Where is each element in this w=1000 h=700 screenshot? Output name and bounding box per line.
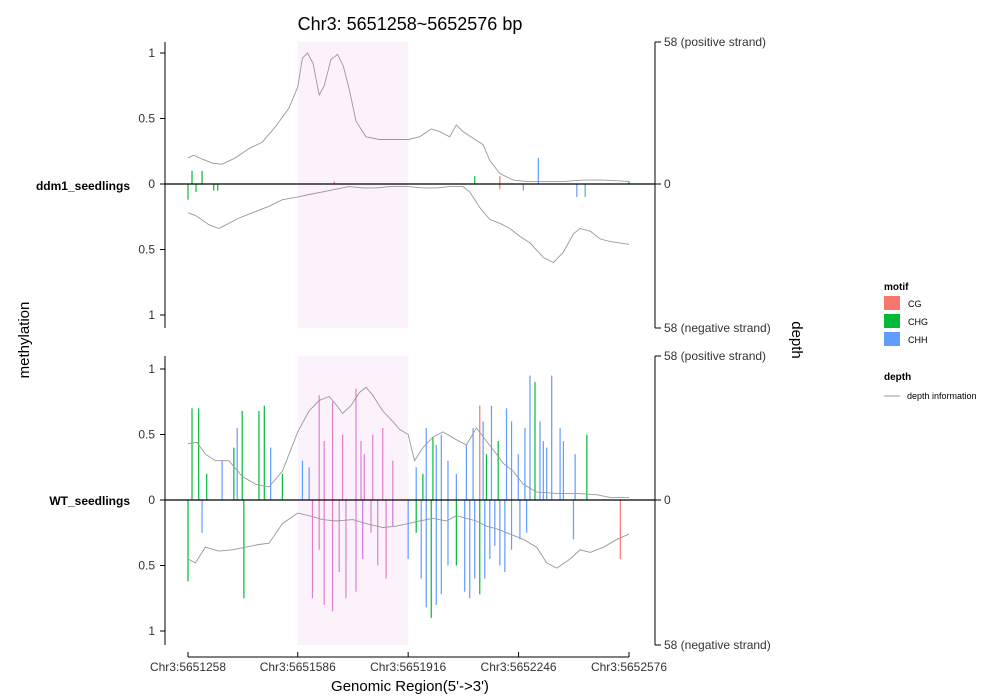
depth-axis-title: depth — [788, 321, 805, 359]
x-axis-title: Genomic Region(5'->3') — [331, 678, 489, 695]
legend-depth-label: depth information — [907, 391, 977, 401]
y-axis-title: methylation — [16, 302, 33, 379]
methylation-tick-label: 0 — [148, 493, 155, 507]
legend-swatch-cg — [884, 296, 900, 310]
methylation-tick-label: 0.5 — [138, 112, 155, 126]
legend-label-chh: CHH — [908, 335, 928, 345]
legend-label-cg: CG — [908, 299, 922, 309]
methylation-tick-label: 0 — [148, 177, 155, 191]
methylation-tick-label: 1 — [148, 46, 155, 60]
x-tick-label: Chr3:5651586 — [260, 660, 336, 674]
legend-swatch-chh — [884, 332, 900, 346]
legend-depth-title: depth — [884, 372, 911, 383]
depth-line-negative — [187, 512, 630, 569]
panel-ddm1_seedlings: 1 0.5 0 0.5 1 58 (positive strand) 0 58 (negati… — [36, 35, 771, 335]
legend-motif-title: motif — [884, 282, 909, 293]
depth-tick-label: 58 (negative strand) — [664, 321, 771, 335]
depth-tick-label: 0 — [664, 493, 671, 507]
depth-line-positive — [187, 386, 629, 498]
methylation-tick-label: 1 — [148, 624, 155, 638]
depth-tick-label: 58 (positive strand) — [664, 349, 766, 363]
depth-line-positive — [187, 52, 630, 182]
highlight-region — [297, 42, 409, 328]
x-tick-label: Chr3:5652246 — [481, 660, 557, 674]
depth-tick-label: 58 (positive strand) — [664, 35, 766, 49]
panel-WT_seedlings: 1 0.5 0 0.5 1 58 (positive strand) 0 58 (negati… — [49, 349, 770, 652]
x-tick-label: Chr3:5651916 — [370, 660, 446, 674]
methylation-tick-label: 1 — [148, 362, 155, 376]
methylation-tick-label: 0.5 — [138, 559, 155, 573]
legend: motif CG CHG CHH depth depth information — [884, 282, 977, 401]
sample-label: ddm1_seedlings — [36, 179, 130, 193]
methylation-tick-label: 0.5 — [138, 243, 155, 257]
depth-tick-label: 58 (negative strand) — [664, 638, 771, 652]
plot-area: 1 0.5 0 0.5 1 58 (positive strand) 0 58 (negati… — [36, 35, 771, 674]
legend-label-chg: CHG — [908, 317, 928, 327]
x-axis: Chr3:5651258 Chr3:5651586 Chr3:5651916 Chr3… — [150, 652, 667, 674]
methylation-tick-label: 1 — [148, 308, 155, 322]
chart-title: Chr3: 5651258~5652576 bp — [298, 14, 523, 34]
depth-tick-label: 0 — [664, 177, 671, 191]
x-tick-label: Chr3:5651258 — [150, 660, 226, 674]
x-tick-label: Chr3:5652576 — [591, 660, 667, 674]
legend-swatch-chg — [884, 314, 900, 328]
depth-line-negative — [187, 186, 630, 264]
sample-label: WT_seedlings — [49, 494, 130, 508]
methylation-tick-label: 0.5 — [138, 428, 155, 442]
